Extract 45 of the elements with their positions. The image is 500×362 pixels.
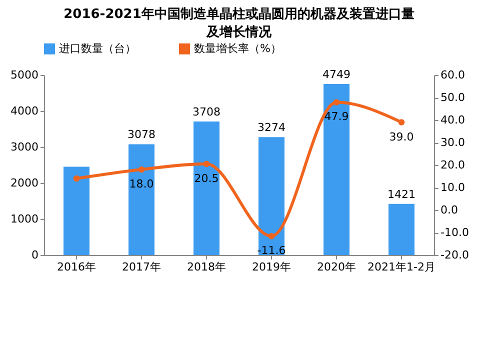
data-label: 3274 — [258, 121, 286, 134]
x-tick-label: 2017年 — [122, 260, 161, 274]
data-label: 47.9 — [324, 110, 349, 124]
data-label: 4749 — [322, 68, 350, 82]
data-label: 3078 — [128, 128, 156, 142]
point — [73, 175, 80, 182]
point — [268, 232, 275, 240]
legend-label: 数量增长率（%） — [194, 42, 282, 55]
x-tick-label: 2021年1-2月 — [368, 260, 436, 274]
y2-tick-label: 40.0 — [440, 114, 465, 126]
data-label: 1421 — [388, 188, 416, 201]
y2-tick-label: 60.0 — [440, 68, 465, 82]
y-tick-label: 2000 — [10, 176, 38, 190]
y-tick-label: 5000 — [10, 68, 38, 82]
data-label: 18.0 — [129, 178, 154, 190]
y-tick-label: 3000 — [10, 140, 38, 154]
legend-label: 进口数量（台） — [59, 42, 136, 55]
y2-tick-label: -10.0 — [440, 226, 469, 239]
bar — [258, 137, 284, 255]
y2-tick-label: 0.0 — [440, 204, 458, 216]
x-tick-label: 2016年 — [57, 260, 96, 274]
point — [333, 99, 340, 106]
bar — [128, 144, 154, 255]
bar — [194, 122, 220, 255]
y2-tick-label: 30.0 — [440, 136, 465, 149]
y2-tick-label: 20.0 — [440, 158, 465, 172]
y2-tick-label: -20.0 — [440, 248, 469, 262]
data-label: 20.5 — [194, 172, 219, 185]
y2-tick-label: 50.0 — [440, 91, 465, 104]
bar — [324, 84, 350, 255]
point — [138, 166, 145, 173]
y-tick-label: 1000 — [10, 212, 38, 226]
point — [398, 119, 405, 126]
bar — [64, 166, 90, 255]
y-tick-label: 4000 — [10, 104, 38, 118]
data-label: 39.0 — [389, 130, 414, 144]
y2-tick-label: 10.0 — [440, 181, 465, 194]
point — [203, 160, 210, 168]
x-tick-label: 2020年 — [317, 260, 356, 274]
bar — [388, 204, 414, 255]
chart-title: 2016-2021年中国制造单晶柱或晶圆用的机器及装置进口量及增长情况 — [64, 6, 414, 40]
y-tick-label: 0 — [32, 248, 38, 262]
x-tick-label: 2019年 — [252, 260, 291, 274]
data-label: 3708 — [192, 106, 220, 119]
x-tick-label: 2018年 — [187, 260, 226, 274]
